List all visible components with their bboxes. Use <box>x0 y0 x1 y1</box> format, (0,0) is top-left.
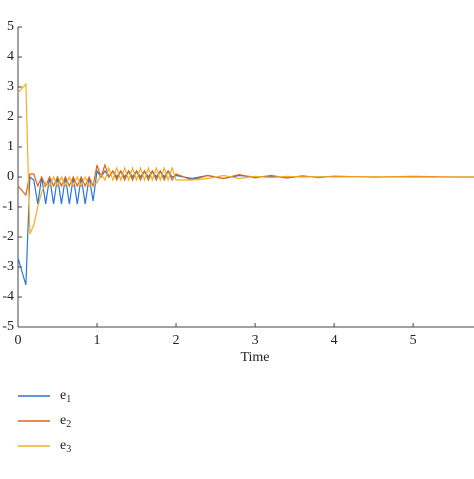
y-tick-label: -5 <box>2 319 14 334</box>
x-tick-label: 4 <box>331 333 338 348</box>
y-tick-label: 2 <box>7 109 14 124</box>
y-tick-label: 5 <box>7 19 14 34</box>
legend-label: e2 <box>60 413 71 430</box>
y-tick-label: -4 <box>2 289 14 304</box>
y-tick-label: -3 <box>2 259 14 274</box>
legend-label: e3 <box>60 438 71 455</box>
x-axis-label: Time <box>240 350 269 365</box>
x-tick-label: 2 <box>173 333 180 348</box>
x-tick-label: 5 <box>410 333 417 348</box>
y-tick-label: -1 <box>2 199 14 214</box>
y-tick-label: 4 <box>7 49 14 64</box>
y-tick-label: 3 <box>7 79 14 94</box>
x-tick-label: 1 <box>94 333 101 348</box>
x-tick-label: 0 <box>15 333 22 348</box>
series-line <box>17 82 474 235</box>
y-tick-label: -2 <box>2 229 14 244</box>
y-tick-label: 0 <box>7 169 14 184</box>
series-line <box>17 169 474 286</box>
legend-label: e1 <box>60 388 71 405</box>
y-tick-label: 1 <box>7 139 14 154</box>
x-tick-label: 3 <box>252 333 259 348</box>
